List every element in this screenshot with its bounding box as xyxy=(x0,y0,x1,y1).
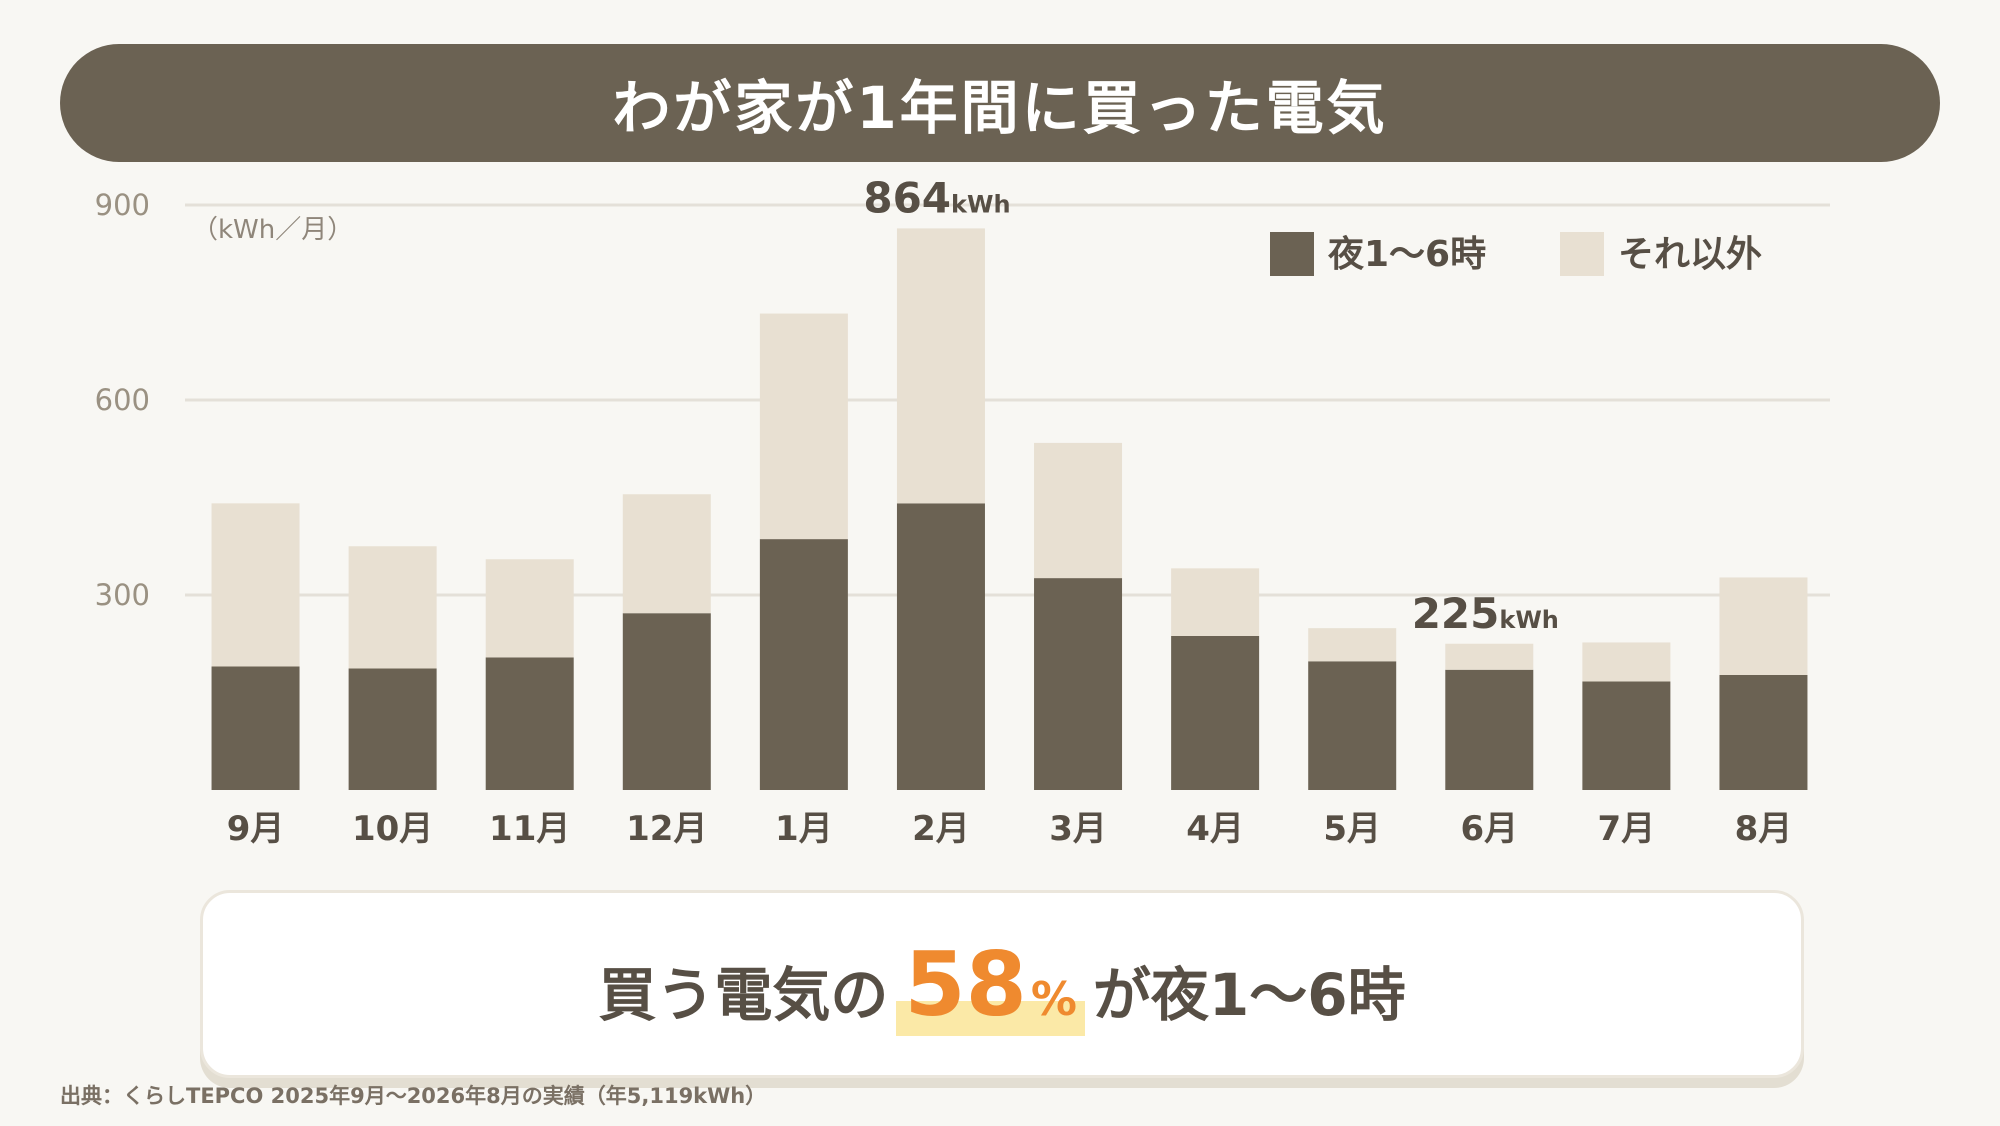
legend-label: 夜1〜6時 xyxy=(1327,234,1486,275)
annotation-unit: kWh xyxy=(1499,606,1559,634)
total-annotation: 225kWh xyxy=(1412,589,1559,638)
bar-segment xyxy=(1445,643,1534,670)
bar-segment xyxy=(348,668,437,790)
page-title: わが家が1年間に買った電気 xyxy=(612,74,1388,142)
x-tick-label: 7月 xyxy=(1598,809,1656,849)
bar-segment xyxy=(759,539,848,790)
total-annotation: 864kWh xyxy=(863,173,1010,222)
labels: 300 600 900 （kWh／月） 9月 10月 11月 12月 1月 2月 3月 4月 5月 6月 7… xyxy=(95,173,1793,849)
y-tick-label: 900 xyxy=(95,188,150,222)
percent-value: 58 xyxy=(904,932,1027,1036)
bar-segment xyxy=(896,228,985,504)
stacked-bar-chart: 300 600 900 （kWh／月） 9月 10月 11月 12月 1月 2月 3月 4月 5月 6月 7… xyxy=(95,173,1830,849)
bar-segment xyxy=(1034,578,1123,790)
y-unit-label: （kWh／月） xyxy=(192,215,353,245)
y-tick-label: 600 xyxy=(95,383,150,417)
bar-segment xyxy=(622,613,711,790)
legend-swatch xyxy=(1270,232,1314,276)
x-tick-label: 3月 xyxy=(1049,809,1107,849)
x-tick-label: 11月 xyxy=(489,809,570,849)
annotation-value: 225 xyxy=(1412,589,1500,638)
bar-segment xyxy=(622,494,711,614)
bar-segment xyxy=(485,657,574,790)
x-tick-label: 6月 xyxy=(1460,809,1518,849)
bar-segment xyxy=(211,666,300,790)
bar-segment xyxy=(1171,568,1260,636)
summary-box: 買う電気の 58 % が夜1〜6時 xyxy=(200,890,1804,1078)
bar-segment xyxy=(1582,642,1671,682)
legend-swatch xyxy=(1560,232,1604,276)
bar-segment xyxy=(1034,442,1123,579)
x-tick-label: 5月 xyxy=(1323,809,1381,849)
x-tick-label: 12月 xyxy=(626,809,707,849)
bar-segment xyxy=(211,503,300,667)
y-tick-label: 300 xyxy=(95,578,150,612)
bar-segment xyxy=(1719,674,1808,790)
summary-before: 買う電気の xyxy=(598,960,889,1029)
summary-line: 買う電気の 58 % が夜1〜6時 xyxy=(598,932,1406,1036)
bar-segment xyxy=(1719,577,1808,675)
bar-segment xyxy=(1308,628,1397,662)
bar-segment xyxy=(485,559,574,658)
source-note: 出典：くらしTEPCO 2025年9月〜2026年8月の実績（年5,119kWh… xyxy=(60,1084,767,1108)
bar-segment xyxy=(1308,661,1397,790)
grid-lines xyxy=(185,203,1830,597)
percent-highlight: 58 % xyxy=(896,932,1085,1036)
bar-segment xyxy=(1582,681,1671,790)
bar-segment xyxy=(348,546,437,669)
percent-unit: % xyxy=(1030,971,1077,1026)
bar-segment xyxy=(896,503,985,790)
summary-after: が夜1〜6時 xyxy=(1092,960,1406,1029)
x-tick-label: 10月 xyxy=(352,809,433,849)
annotation-value: 864 xyxy=(863,173,951,222)
x-tick-label: 8月 xyxy=(1735,809,1793,849)
bar-segment xyxy=(759,313,848,540)
x-tick-label: 4月 xyxy=(1186,809,1244,849)
x-tick-label: 2月 xyxy=(912,809,970,849)
annotation-unit: kWh xyxy=(951,190,1011,218)
x-tick-label: 9月 xyxy=(227,809,285,849)
bar-segment xyxy=(1171,635,1260,790)
bars xyxy=(211,228,1808,790)
bar-segment xyxy=(1445,669,1534,790)
x-tick-label: 1月 xyxy=(775,809,833,849)
legend-label: それ以外 xyxy=(1618,234,1762,275)
title-bar: わが家が1年間に買った電気 xyxy=(60,44,1940,162)
